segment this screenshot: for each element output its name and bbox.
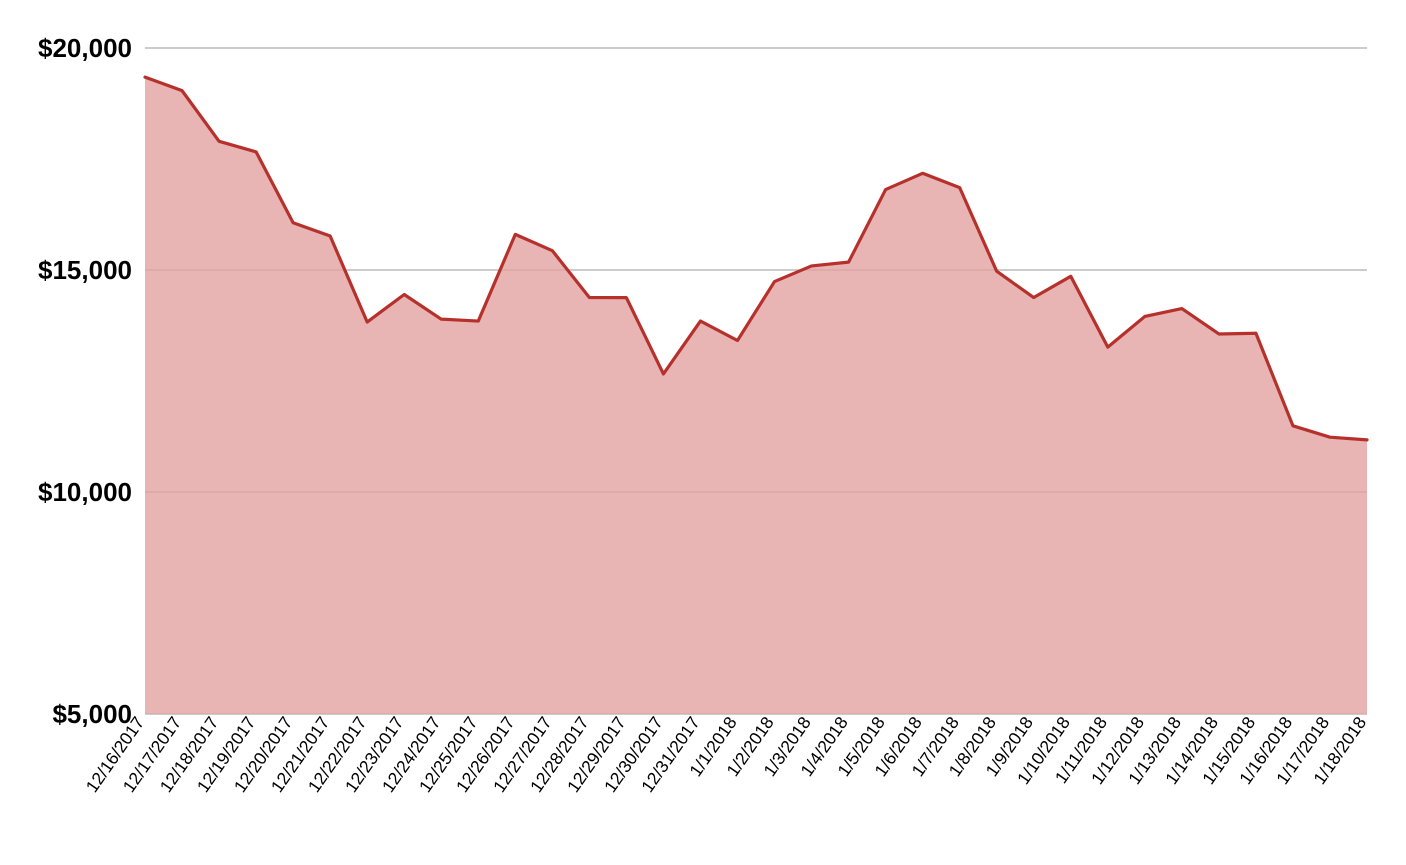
svg-text:$5,000: $5,000	[52, 699, 132, 729]
svg-text:$10,000: $10,000	[38, 477, 132, 507]
svg-text:$15,000: $15,000	[38, 255, 132, 285]
svg-text:$20,000: $20,000	[38, 33, 132, 63]
